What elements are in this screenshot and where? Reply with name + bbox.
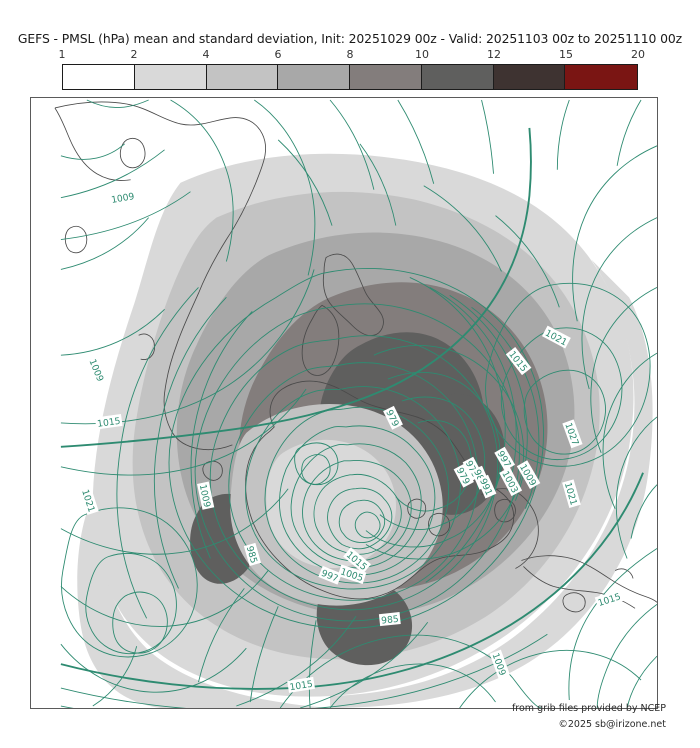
contour-label-bg xyxy=(494,446,516,471)
contour-label-bg xyxy=(79,486,99,515)
contour-label-bg xyxy=(337,564,367,585)
colorbar-segment-10-12 xyxy=(421,65,494,89)
colorbar-segment-8-10 xyxy=(350,65,422,89)
contour-label-bg xyxy=(594,589,624,609)
page-title: GEFS - PMSL (hPa) mean and standard devi… xyxy=(17,31,683,46)
contour-label-text: 1009 xyxy=(197,483,213,508)
colorbar-segment-4-6 xyxy=(206,65,279,89)
contour-label-bg xyxy=(343,547,372,574)
attribution-copyright: ©2025 sb@irizone.net xyxy=(558,719,666,730)
contour-label-bg xyxy=(562,419,583,449)
contour-label-bg xyxy=(383,405,403,430)
colorbar-segments xyxy=(62,64,638,90)
contour-label: 1009 xyxy=(197,481,215,510)
isobar-1015-south xyxy=(60,472,644,690)
contour-label-text: 1015 xyxy=(289,679,314,694)
colorbar-segment-12-15 xyxy=(493,65,566,89)
contour-label-text: 985 xyxy=(244,545,259,565)
contour-label-bg xyxy=(86,355,108,385)
coastlines xyxy=(54,101,657,613)
contour-label-bg xyxy=(453,463,474,488)
contour-label-text: 1009 xyxy=(110,191,135,206)
contour-label-bg xyxy=(541,325,571,349)
colorbar-tick-1: 1 xyxy=(58,48,66,61)
contour-label-bg xyxy=(516,460,541,490)
colorbar-tick-10: 10 xyxy=(415,48,429,61)
contour-label-text: 1015 xyxy=(97,416,122,430)
colorbar: 1 2 4 6 8 10 12 15 20 xyxy=(58,48,646,92)
contour-label: 985 xyxy=(243,542,262,567)
colorbar-tick-8: 8 xyxy=(346,48,354,61)
contour-label: 1015 xyxy=(287,676,316,694)
contour-label-bg xyxy=(562,479,581,508)
colorbar-segment-1-2 xyxy=(63,65,135,89)
colorbar-tick-labels: 1 2 4 6 8 10 12 15 20 xyxy=(58,48,646,64)
colorbar-tick-15: 15 xyxy=(559,48,573,61)
contour-label-bg xyxy=(499,467,523,497)
colorbar-tick-4: 4 xyxy=(202,48,210,61)
contour-label-bg xyxy=(108,189,137,206)
colorbar-segment-2-4 xyxy=(134,65,207,89)
contour-label-bg xyxy=(477,474,497,499)
colorbar-segment-15-20 xyxy=(565,65,637,89)
contour-label-bg xyxy=(287,676,316,693)
contour-label: 1015 xyxy=(94,413,123,430)
contour-label-bg xyxy=(378,612,401,627)
contour-label-bg xyxy=(243,542,262,567)
isobar-1015-north xyxy=(60,127,532,448)
attribution-source: from grib files provided by NCEP xyxy=(511,703,666,714)
contour-label: 1009 xyxy=(108,189,137,206)
contour-label-bg xyxy=(197,481,215,510)
map-plot-area[interactable]: 1009 1009 1015 1021 1009 985 997 1015 1005 979 979… xyxy=(30,97,658,709)
contour-label: 985 xyxy=(378,612,401,627)
contour-label-bg xyxy=(489,649,510,679)
colorbar-tick-20: 20 xyxy=(631,48,645,61)
colorbar-tick-12: 12 xyxy=(487,48,501,61)
contour-label-text: 985 xyxy=(381,614,400,627)
colorbar-tick-6: 6 xyxy=(274,48,282,61)
contour-label-bg xyxy=(505,346,532,376)
stddev-band-2c xyxy=(330,259,653,708)
colorbar-segment-6-8 xyxy=(278,65,350,89)
contour-label-bg xyxy=(94,413,123,430)
stddev-band-2b xyxy=(77,496,331,708)
contour-label-bg xyxy=(318,565,342,585)
colorbar-tick-2: 2 xyxy=(130,48,138,61)
